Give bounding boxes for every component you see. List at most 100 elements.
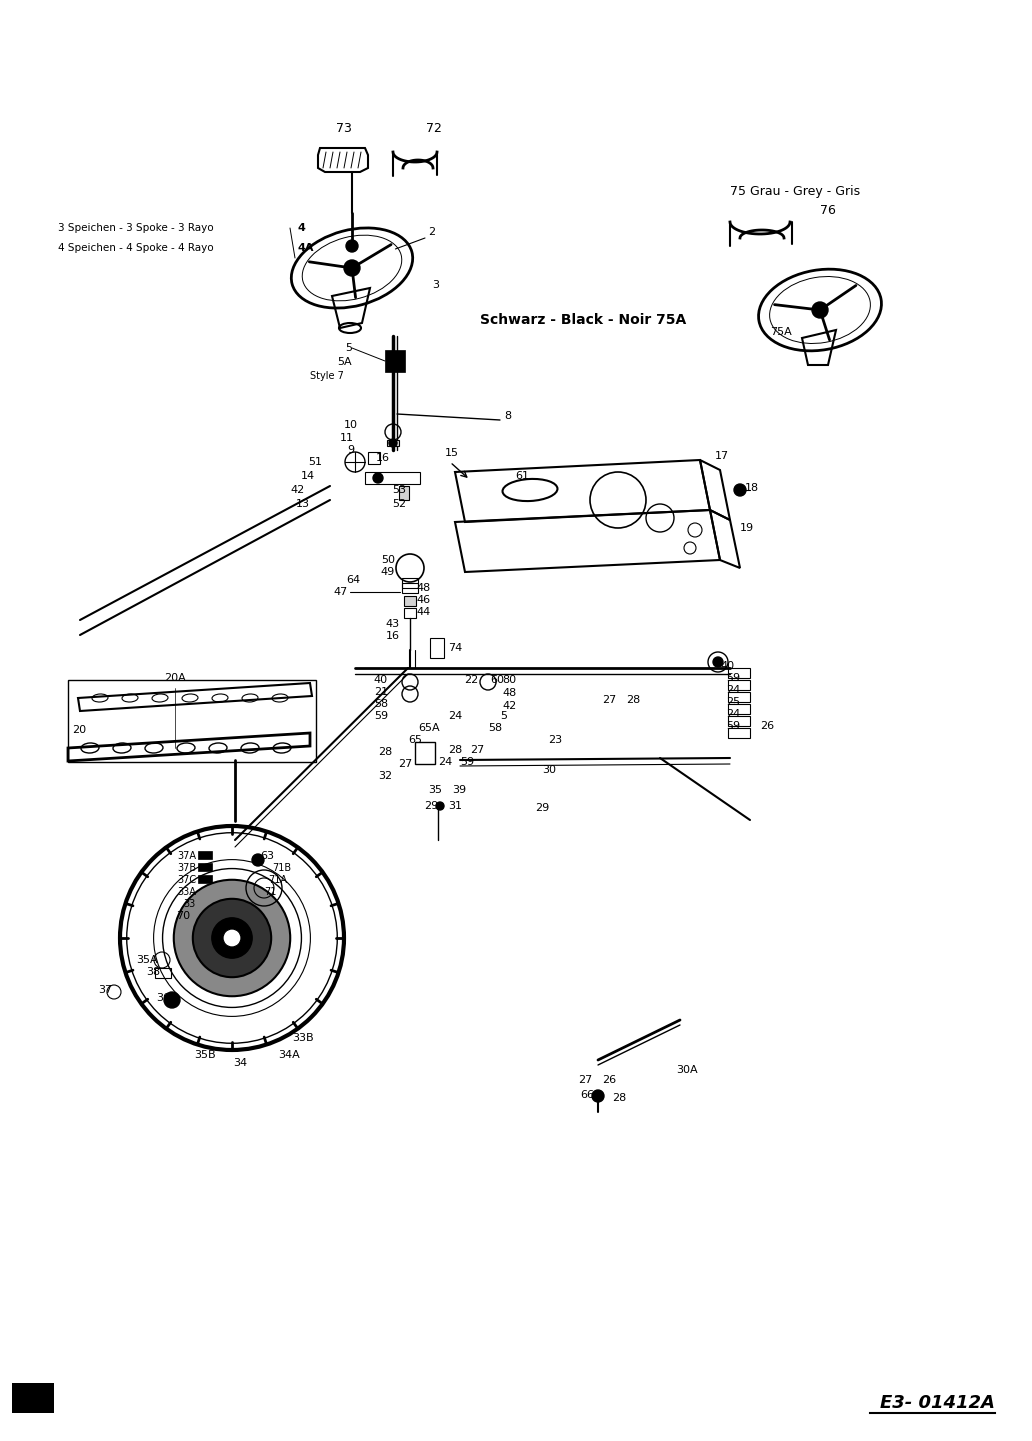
Text: 38: 38 [146,967,160,977]
Text: 33B: 33B [292,1033,314,1043]
Text: 37C: 37C [176,875,196,885]
Text: 40: 40 [374,674,388,684]
Text: 76: 76 [820,203,836,216]
Text: 65: 65 [408,735,422,745]
Text: 27: 27 [602,695,616,705]
Text: 47: 47 [333,586,348,597]
Text: 59: 59 [725,720,740,731]
Text: 35A: 35A [136,955,158,965]
Text: 19: 19 [740,523,754,533]
Circle shape [173,880,290,996]
Bar [368,452,380,464]
Text: 32: 32 [378,771,392,781]
Text: 11: 11 [340,432,354,442]
Text: 27: 27 [398,759,412,769]
Text: 31: 31 [448,801,462,811]
Circle shape [373,473,383,483]
Text: 34: 34 [233,1058,247,1068]
Text: 33: 33 [184,899,196,909]
Text: 27: 27 [578,1075,592,1085]
Circle shape [592,1089,604,1102]
Text: 28: 28 [378,746,392,757]
Bar [399,486,409,500]
Text: 30: 30 [542,765,556,775]
Text: 20: 20 [72,725,86,735]
Text: 21: 21 [374,687,388,697]
Text: 58: 58 [374,699,388,709]
Text: 58: 58 [488,723,503,733]
Bar [430,638,444,659]
Circle shape [346,241,358,252]
Text: 5: 5 [345,343,352,353]
Text: 25: 25 [725,697,740,708]
Text: 16: 16 [376,452,390,463]
Circle shape [436,803,444,810]
Bar [728,716,750,726]
Text: 24: 24 [438,757,452,767]
Bar [728,728,750,738]
Text: 22: 22 [463,674,478,684]
Bar [728,680,750,690]
Text: 8: 8 [504,411,511,421]
Bar [402,584,418,594]
Text: Style 7: Style 7 [311,370,344,380]
Circle shape [223,929,240,947]
Bar [728,669,750,679]
Bar [387,440,399,447]
Text: 61: 61 [515,471,529,481]
Text: 59: 59 [460,757,474,767]
Text: 4: 4 [297,223,304,233]
Text: 80: 80 [502,674,516,684]
Circle shape [812,303,828,318]
Text: 3 Speichen - 3 Spoke - 3 Rayo: 3 Speichen - 3 Spoke - 3 Rayo [58,223,214,233]
Text: 4A: 4A [297,244,314,254]
Text: 37: 37 [98,986,112,994]
Text: 59: 59 [374,710,388,720]
Text: 50: 50 [381,555,395,565]
Circle shape [713,657,723,667]
Circle shape [212,918,252,958]
Text: 33A: 33A [178,888,196,896]
Text: 2: 2 [428,228,436,236]
Bar [404,597,416,607]
Text: 40: 40 [720,661,734,672]
Text: 17: 17 [715,451,730,461]
Text: 24: 24 [725,709,740,719]
Text: 29: 29 [424,801,438,811]
Text: Schwarz - Black - Noir 75A: Schwarz - Black - Noir 75A [480,313,686,327]
Text: 24: 24 [448,710,462,720]
Text: 16: 16 [386,631,400,641]
Text: 39: 39 [452,785,466,795]
Text: 70: 70 [175,911,190,921]
Text: 42: 42 [502,700,516,710]
Text: 75 Grau - Grey - Gris: 75 Grau - Grey - Gris [730,186,860,199]
Text: 3: 3 [432,280,439,290]
Bar [728,692,750,702]
Text: 53: 53 [392,486,406,496]
Bar [402,578,418,588]
Text: 63: 63 [260,852,275,862]
Text: 18: 18 [745,483,760,493]
Text: 75A: 75A [770,327,792,337]
Text: 43: 43 [386,620,400,630]
Text: 28: 28 [612,1094,626,1102]
Circle shape [389,440,397,447]
Text: 64: 64 [346,575,360,585]
Text: 73: 73 [336,122,352,135]
Text: 35: 35 [428,785,442,795]
Text: 71B: 71B [272,863,291,873]
Text: 9: 9 [347,445,354,455]
Text: 30A: 30A [676,1065,698,1075]
Text: 44: 44 [416,607,430,617]
Text: 65A: 65A [418,723,440,733]
Text: 59: 59 [725,673,740,683]
Bar [155,968,171,978]
Bar [385,350,405,372]
Text: E3- 01412A: E3- 01412A [880,1393,995,1412]
Text: 52: 52 [392,499,407,509]
Text: 28: 28 [448,745,462,755]
Bar [365,473,420,484]
Text: 49: 49 [381,566,395,576]
Text: 71A: 71A [268,875,287,885]
Text: 5A: 5A [337,357,352,367]
